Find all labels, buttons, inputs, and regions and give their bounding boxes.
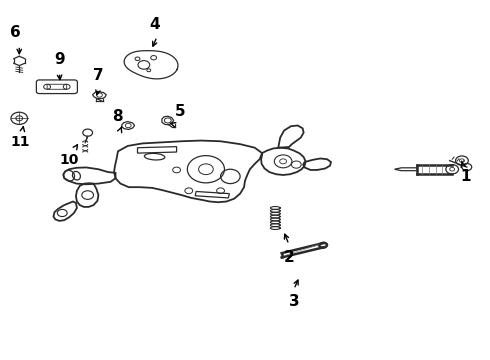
- Text: 11: 11: [10, 135, 30, 149]
- Text: 9: 9: [54, 52, 65, 67]
- Text: 3: 3: [289, 294, 299, 310]
- Text: 5: 5: [175, 104, 186, 120]
- Text: 10: 10: [59, 153, 79, 167]
- Text: 8: 8: [112, 109, 122, 125]
- Text: 1: 1: [461, 169, 471, 184]
- Text: 6: 6: [10, 26, 21, 40]
- Text: 2: 2: [284, 249, 294, 265]
- Text: 7: 7: [93, 68, 104, 83]
- Text: 4: 4: [150, 17, 160, 32]
